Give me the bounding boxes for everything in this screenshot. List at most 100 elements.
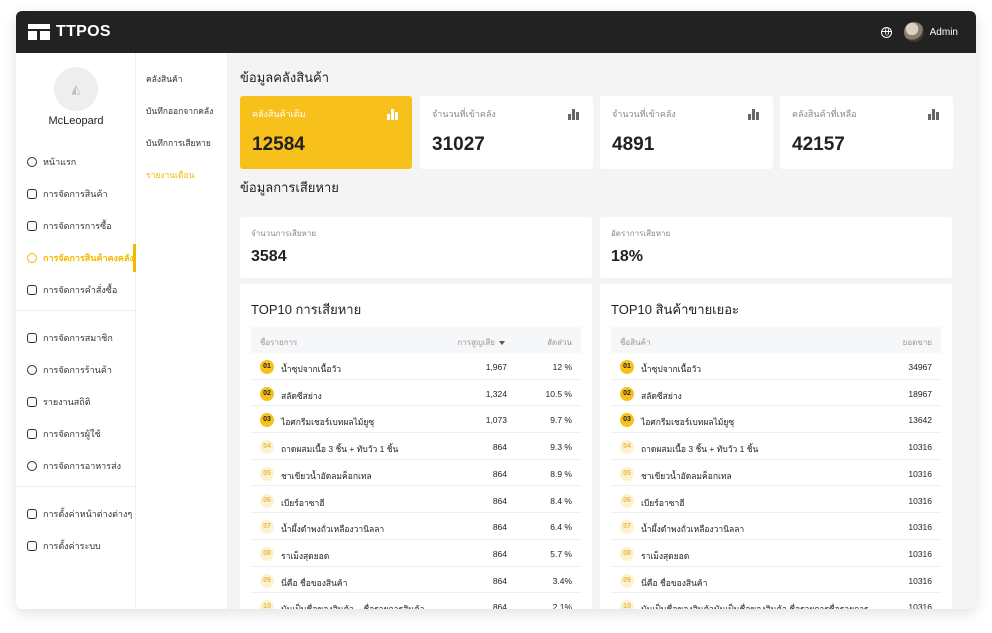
sidebar-item-7[interactable]: รายงานสถิติ [16, 388, 136, 416]
rank-badge: 03 [620, 413, 634, 428]
sidebar-item-10[interactable]: การตั้งค่าหน้าต่างต่างๆ [16, 500, 136, 528]
stat-label: จำนวนที่เข้าคลัง [612, 109, 676, 119]
sales-amount: 10316 [908, 575, 932, 586]
sidebar-item-11[interactable]: การตั้งค่าระบบ [16, 532, 136, 560]
sidebar-item-3[interactable]: การจัดการสินค้าคงคลัง [16, 244, 136, 272]
sidebar-item-4[interactable]: การจัดการคำสั่งซื้อ [16, 276, 136, 304]
rank-badge: 10 [620, 600, 634, 609]
bar-chart-icon [928, 109, 940, 120]
inventory-card[interactable]: จำนวนที่เข้าคลัง 4891 [600, 96, 773, 169]
sidebar-item-label: การจัดการร้านค้า [43, 365, 112, 375]
sidebar-item-0[interactable]: หน้าแรก [16, 148, 136, 176]
table-row[interactable]: 02 สลัดซีสย่าง 18967 [611, 380, 941, 407]
user-name: Admin [929, 26, 958, 38]
table-row[interactable]: 06 เบียร์อาซาฮี 864 8.4 % [251, 487, 581, 514]
table-row[interactable]: 05 ชาเขียวน้ำอัดลมค็อกเทล 864 8.9 % [251, 460, 581, 487]
loss-ratio: 12 % [552, 362, 572, 372]
loss-amount: 864 [492, 548, 507, 559]
subnav-item-2[interactable]: บันทึกการเสียหาย [146, 138, 211, 148]
profile-name: McLeopard [48, 115, 104, 127]
brand[interactable]: TTPOS [28, 23, 111, 41]
stat-label: คลังสินค้าที่เหลือ [792, 109, 857, 119]
sort-down-icon[interactable] [499, 340, 505, 345]
subnav-item-1[interactable]: บันทึกออกจากคลัง [146, 106, 214, 116]
rank-badge: 04 [620, 440, 634, 455]
top-sales-table: TOP10 สินค้าขายเยอะ ชื่อสินค้า ยอดขาย 01… [600, 284, 952, 609]
sales-amount: 10316 [908, 468, 932, 479]
inventory-section-title: ข้อมูลคลังสินค้า [240, 70, 330, 85]
bar-chart-icon [748, 109, 760, 120]
inventory-card[interactable]: คลังสินค้าเดิม 12584 [240, 96, 412, 169]
loss-ratio: 8.4 % [550, 495, 572, 506]
bar-chart-icon [568, 109, 580, 120]
loss-ratio: 10.5 % [545, 388, 572, 399]
item-name: น้ำผึ้งดำพงถั่วเหลืองวานิลลา [641, 524, 745, 535]
rank-badge: 06 [620, 493, 634, 508]
delivery-icon [27, 461, 37, 471]
header-name: ชื่อสินค้า [620, 338, 651, 347]
stat-value: 3584 [251, 248, 287, 265]
item-name: น้ำผึ้งดำพงถั่วเหลืองวานิลลา [281, 524, 385, 535]
subnav-item-0[interactable]: คลังสินค้า [146, 74, 183, 84]
table-row[interactable]: 08 ราเม็งสุดยอด 864 5.7 % [251, 540, 581, 567]
sidebar-item-2[interactable]: การจัดการการซื้อ [16, 212, 136, 240]
table-row[interactable]: 10 มันเป็นชื่อของสินค้า... ชื่อรายการสินค… [251, 593, 581, 609]
member-icon [27, 333, 37, 343]
table-row[interactable]: 02 สลัดซีสย่าง 1,324 10.5 % [251, 380, 581, 407]
table-row[interactable]: 04 ถาดผสมเนื้อ 3 ชิ้น + ทับวัว 1 ชิ้น 1031… [611, 433, 941, 460]
header-amount: การสูญเสีย [457, 338, 495, 347]
bar-chart-icon [387, 109, 399, 120]
item-name: มันเป็นชื่อของสินค้า... ชื่อรายการสินค้า [281, 602, 425, 609]
rank-badge: 10 [260, 600, 274, 609]
item-name: สลัดซีสย่าง [641, 390, 682, 401]
sidebar-item-label: การจัดการการซื้อ [43, 221, 112, 231]
table-row[interactable]: 08 ราเม็งสุดยอด 10316 [611, 540, 941, 567]
table-row[interactable]: 03 ไอศกรีมเชอร์เบทผลไม้ยูซุ 13642 [611, 406, 941, 434]
rank-badge: 05 [620, 466, 634, 481]
rank-badge: 08 [620, 546, 634, 561]
table-row[interactable]: 04 ถาดผสมเนื้อ 3 ชิ้น + ทับวัว 1 ชิ้น 864 9… [251, 433, 581, 460]
sidebar-item-8[interactable]: การจัดการผู้ใช้ [16, 420, 136, 448]
store-icon [27, 365, 37, 375]
sales-amount: 10316 [908, 522, 932, 533]
table-row[interactable]: 03 ไอศกรีมเชอร์เบทผลไม้ยูซุ 1,073 9.7 % [251, 406, 581, 434]
sidebar-item-5[interactable]: การจัดการสมาชิก [16, 324, 136, 352]
table-row[interactable]: 06 เบียร์อาซาฮี 10316 [611, 487, 941, 514]
rank-badge: 09 [620, 573, 634, 588]
item-name: น้ำซุปจากเนื้อวัว [641, 364, 702, 374]
profile-avatar: ◭ [54, 67, 98, 111]
header-amount-sort[interactable]: การสูญเสีย [457, 336, 505, 349]
table-row[interactable]: 05 ชาเขียวน้ำอัดลมค็อกเทล 10316 [611, 460, 941, 487]
top-bar: TTPOS Admin [16, 11, 976, 53]
loss-ratio: 8.9 % [550, 468, 572, 479]
table-row[interactable]: 01 น้ำซุปจากเนื้อวัว 34967 [611, 353, 941, 380]
table-row[interactable]: 01 น้ำซุปจากเนื้อวัว 1,967 12 % [251, 353, 581, 380]
rank-badge: 02 [260, 386, 274, 401]
sales-amount: 10316 [908, 602, 932, 609]
sidebar-item-1[interactable]: การจัดการสินค้า [16, 180, 136, 208]
table-header: ชื่อรายการ การสูญเสีย สัดส่วน [251, 327, 581, 353]
stat-value: 31027 [432, 134, 485, 155]
sidebar-item-label: หน้าแรก [43, 157, 77, 167]
sales-amount: 34967 [908, 362, 932, 372]
brand-name: TTPOS [56, 23, 111, 40]
item-name: ชาเขียวน้ำอัดลมค็อกเทล [281, 470, 372, 481]
subnav-item-3[interactable]: รายงานเดือน [146, 170, 195, 180]
sidebar-item-9[interactable]: การจัดการอาหารส่ง [16, 452, 136, 480]
sidebar-item-6[interactable]: การจัดการร้านค้า [16, 356, 136, 384]
warehouse-icon [27, 253, 37, 263]
cart-icon [27, 221, 37, 231]
top-loss-table: TOP10 การเสียหาย ชื่อรายการ การสูญเสีย ส… [240, 284, 592, 609]
table-row[interactable]: 10 มันเป็นชื่อของสินค้ามันเป็นชื่อของสินค… [611, 593, 941, 609]
header-name: ชื่อรายการ [260, 338, 298, 347]
header-sales: ยอดขาย [902, 338, 932, 347]
inventory-card[interactable]: คลังสินค้าที่เหลือ 42157 [780, 96, 953, 169]
table-row[interactable]: 07 น้ำผึ้งดำพงถั่วเหลืองวานิลลา 10316 [611, 513, 941, 540]
table-row[interactable]: 09 นี่คือ ชื่อของสินค้า 10316 [611, 567, 941, 594]
table-row[interactable]: 09 นี่คือ ชื่อของสินค้า 864 3.4% [251, 567, 581, 594]
user-menu[interactable]: Admin [903, 22, 958, 42]
table-row[interactable]: 07 น้ำผึ้งดำพงถั่วเหลืองวานิลลา 864 6.4 % [251, 513, 581, 540]
globe-icon[interactable] [880, 26, 892, 38]
inventory-card[interactable]: จำนวนที่เข้าคลัง 31027 [420, 96, 593, 169]
users-icon [27, 429, 37, 439]
